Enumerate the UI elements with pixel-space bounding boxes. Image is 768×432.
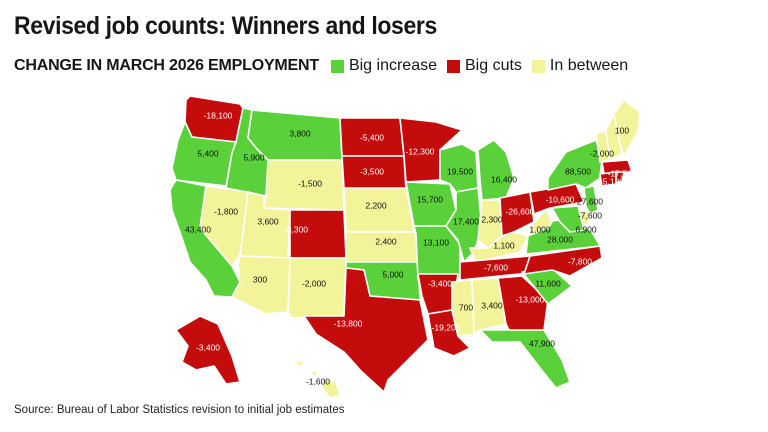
state-value-tx: -13,800 [334, 318, 363, 328]
state-value-id: 5,900 [243, 152, 265, 162]
state-value-vt: -2,000 [590, 148, 614, 158]
state-oh [499, 191, 535, 237]
state-value-in: 2,300 [481, 214, 503, 224]
state-value-de: -7,600 [578, 210, 602, 220]
state-value-ak: -3,400 [196, 342, 220, 352]
state-ma [601, 159, 633, 175]
state-value-sc: 11,600 [535, 278, 561, 288]
state-md [551, 205, 585, 233]
state-value-pa: -10,600 [546, 194, 575, 204]
legend-label-between: In between [549, 57, 629, 74]
state-value-ky: 1,100 [493, 240, 515, 250]
state-value-me: 100 [615, 125, 629, 135]
state-tx [303, 267, 429, 393]
state-value-wy: -1,500 [298, 178, 322, 188]
state-mi [477, 139, 515, 201]
state-value-tn: -7,600 [484, 262, 508, 272]
state-value-wi: 19,500 [447, 166, 473, 176]
state-ak [175, 315, 241, 385]
state-hi [293, 359, 341, 399]
state-ct [599, 171, 617, 187]
state-value-or: 5,400 [197, 148, 219, 158]
state-value-ga: -13,000 [516, 294, 545, 304]
states-layer [169, 95, 641, 399]
state-value-ny: 88,500 [565, 166, 591, 176]
state-value-ma: -17,700 [608, 168, 637, 178]
state-value-az: 300 [253, 274, 267, 284]
state-value-ct: -5,100 [600, 176, 624, 186]
state-value-ia: 15,700 [417, 194, 443, 204]
state-ri [615, 171, 625, 183]
legend-item-increase: Big increase [330, 57, 437, 75]
state-value-co: -8,300 [284, 224, 308, 234]
state-value-nj: 27,600 [577, 196, 603, 206]
state-value-ut: 3,600 [257, 216, 279, 226]
legend-swatch-between [531, 59, 545, 73]
state-fl [479, 329, 571, 389]
state-az [231, 255, 291, 315]
state-al [471, 277, 507, 335]
state-value-ok: 5,000 [382, 269, 404, 279]
legend-label-cut: Big cuts [465, 57, 522, 74]
state-value-va: 28,000 [547, 234, 573, 244]
state-wv [527, 209, 553, 237]
labels-layer: -18,100 5,400 43,400 5,900 -1,800 3,800 -1,500… [185, 110, 637, 386]
legend-row: CHANGE IN MARCH 2026 EMPLOYMENT Big incr… [14, 55, 638, 77]
state-value-sd: -3,500 [360, 166, 384, 176]
state-value-nv: -1,800 [214, 206, 238, 216]
source-note: Source: Bureau of Labor Statistics revis… [14, 404, 345, 416]
legend-item-cut: Big cuts [447, 57, 522, 75]
state-value-nm: -2,000 [302, 278, 326, 288]
state-value-wv: 1,000 [529, 224, 551, 234]
state-value-nc: -7,800 [568, 256, 592, 266]
legend-swatch-increase [330, 59, 344, 73]
state-value-ks: 2,400 [375, 236, 397, 246]
state-me [613, 99, 641, 157]
legend-item-between: In between [531, 57, 629, 75]
state-value-wa: -18,100 [204, 110, 233, 120]
state-wy [263, 159, 345, 211]
state-value-mt: 3,800 [289, 128, 311, 138]
state-value-ar: -3,400 [428, 278, 452, 288]
legend-label-increase: Big increase [348, 57, 437, 74]
state-nh [605, 113, 623, 161]
state-value-il: 17,400 [453, 216, 479, 226]
map-subtitle: CHANGE IN MARCH 2026 EMPLOYMENT [14, 57, 319, 74]
legend-swatch-cut [447, 59, 460, 73]
state-value-md: 6,900 [575, 224, 597, 234]
state-value-hi: -1,600 [306, 376, 330, 386]
state-nj [583, 185, 599, 215]
state-value-fl: 47,900 [529, 338, 555, 348]
state-value-nd: -5,400 [360, 132, 384, 142]
state-ms [451, 279, 475, 337]
state-value-mn: -12,300 [406, 146, 435, 156]
state-value-oh: -26,600 [506, 206, 535, 216]
state-value-ne: 2,200 [365, 200, 387, 210]
state-value-mo: 13,100 [423, 237, 449, 247]
state-value-mi: 16,400 [491, 174, 517, 184]
state-value-ca: 43,400 [185, 224, 211, 234]
headline: Revised job counts: Winners and losers [14, 12, 437, 40]
state-value-al: 3,400 [481, 300, 503, 310]
state-value-ms: 700 [459, 302, 473, 312]
state-value-la: -19,200 [432, 322, 461, 332]
